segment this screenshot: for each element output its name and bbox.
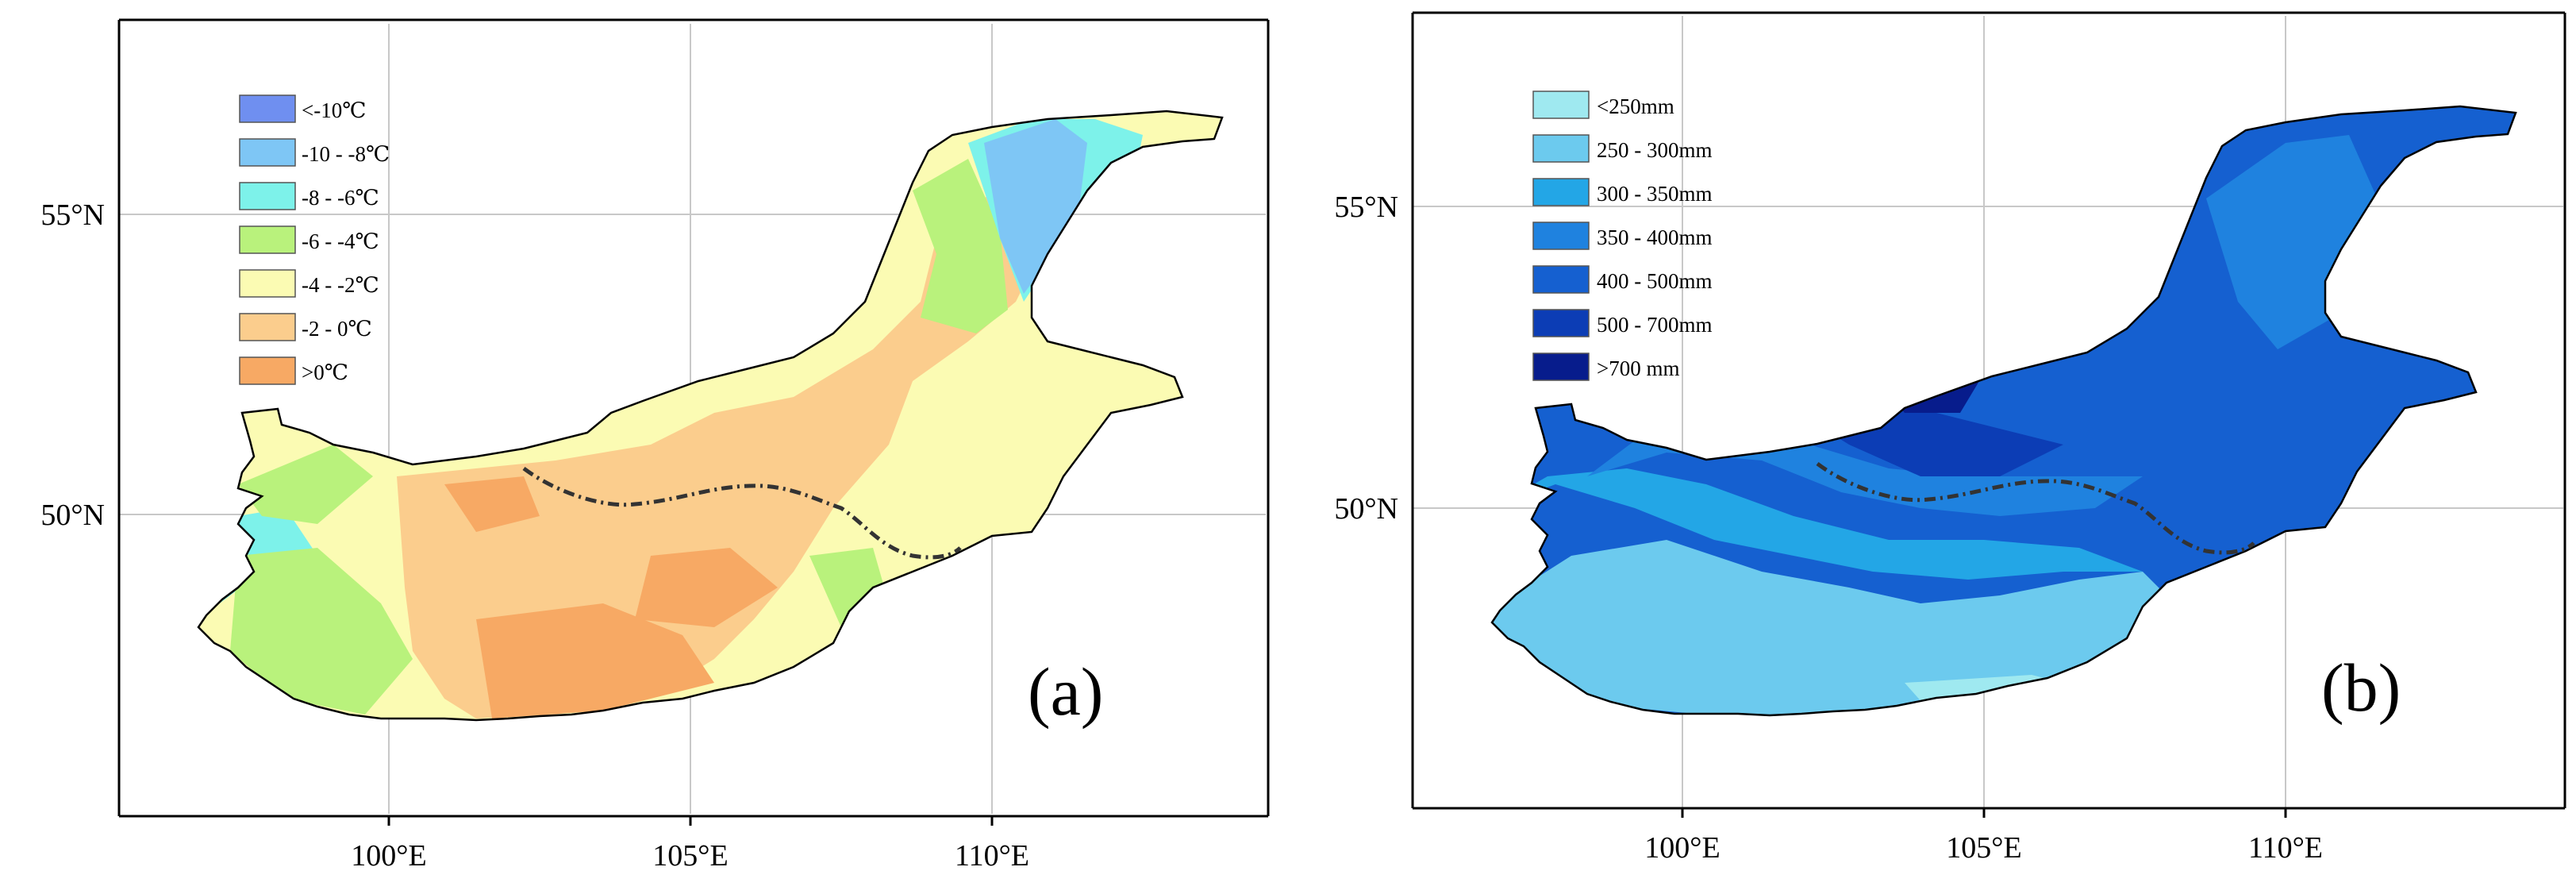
x-tick-label: 110°E [955,839,1029,873]
legend-label: -8 - -6℃ [302,186,379,210]
y-tick-label: 50°N [1334,492,1398,526]
legend-swatch [1532,178,1590,206]
legend-label: 250 - 300mm [1597,138,1713,162]
panel-a-axes [117,18,1270,826]
y-tick-label: 55°N [40,198,105,232]
map-zone [1492,468,2143,580]
legend-label: >0℃ [302,360,348,384]
panel-label: (a) [1028,653,1103,730]
legend-swatch [239,94,296,123]
border-line [522,466,962,560]
x-tick-label: 100°E [1644,831,1720,865]
legend-swatch [1532,353,1590,381]
panel-a-legend: <-10℃ -10 - -8℃ -8 - -6℃ -6 - -4℃ -4 - -… [239,94,390,385]
legend-swatch [239,225,296,254]
panel-label: (b) [2321,649,2401,726]
map-zone [476,603,714,719]
y-tick-label: 50°N [40,499,105,532]
map-zone [444,476,540,532]
panel-b-legend: <250mm 250 - 300mm 300 - 350mm 350 - 400… [1532,91,1713,381]
x-tick-label: 110°E [2248,831,2323,865]
legend-label: <250mm [1597,94,1674,118]
legend-swatch [1532,134,1590,163]
panel-a: 100°E 105°E 110°E 55°N 50°N <-10℃ -10 - … [40,18,1270,873]
legend-swatch [239,313,296,341]
border-line [1816,461,2255,555]
legend-swatch [239,182,296,210]
map-zone [238,445,373,524]
legend-label: 350 - 400mm [1597,225,1713,249]
legend-label: >700 mm [1597,356,1679,380]
legend-swatch [1532,222,1590,250]
map-zone [913,159,1008,333]
legend-label: 500 - 700mm [1597,313,1713,337]
legend-label: -4 - -2℃ [302,273,379,297]
map-zone [230,548,413,715]
x-tick-label: 105°E [652,839,728,873]
legend-label: -10 - -8℃ [302,142,390,166]
legend-label: 300 - 350mm [1597,182,1713,206]
legend-swatch [239,356,296,385]
legend-label: -2 - 0℃ [302,317,372,341]
y-tick-label: 55°N [1334,191,1398,224]
legend-label: <-10℃ [302,98,366,122]
legend-swatch [239,269,296,298]
map-zone [1905,675,2095,715]
panel-a-map [197,110,1224,722]
legend-label: 400 - 500mm [1597,269,1713,293]
map-zone [1492,540,2190,715]
panel-b-axes [1411,11,2566,818]
x-tick-label: 100°E [351,839,426,873]
panel-b: 100°E 105°E 110°E 55°N 50°N <250mm 250 -… [1334,11,2566,865]
legend-swatch [1532,265,1590,294]
legend-swatch [1532,309,1590,337]
map-zone [635,548,778,627]
map-zone [984,119,1087,294]
x-tick-label: 105°E [1946,831,2021,865]
legend-swatch [1532,91,1590,119]
legend-label: -6 - -4℃ [302,229,379,253]
map-zone [397,159,1048,719]
legend-swatch [239,138,296,167]
